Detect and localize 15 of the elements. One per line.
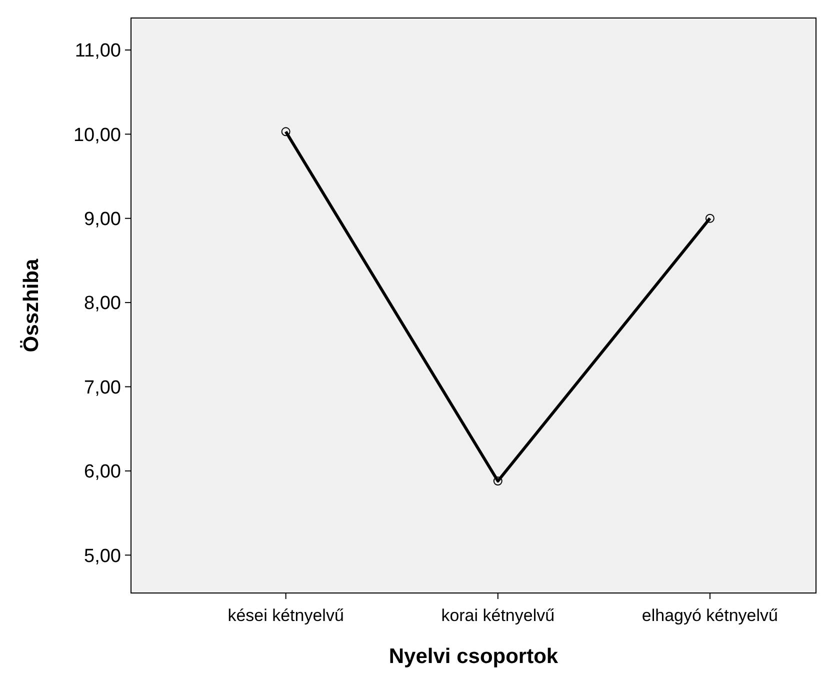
- y-tick-label: 6,00: [84, 462, 121, 483]
- y-tick-label: 7,00: [84, 377, 121, 398]
- point: [281, 127, 290, 136]
- y-axis-title: Összhiba: [20, 258, 43, 352]
- y-tick-label: 8,00: [84, 293, 121, 314]
- y-tick-label: 10,00: [73, 124, 121, 146]
- y-tick-label: 5,00: [84, 546, 121, 567]
- x-tick-label: kései kétnyelvű: [228, 606, 344, 625]
- point: [705, 214, 714, 223]
- y-tick-label: 11,00: [74, 40, 121, 62]
- point: [493, 476, 502, 486]
- x-tick-label: korai kétnyelvű: [441, 606, 555, 625]
- y-tick-label: 9,00: [84, 209, 121, 230]
- x-axis-title: Nyelvi csoportok: [388, 645, 558, 668]
- x-tick-label: elhagyó kétnyelvű: [642, 606, 778, 625]
